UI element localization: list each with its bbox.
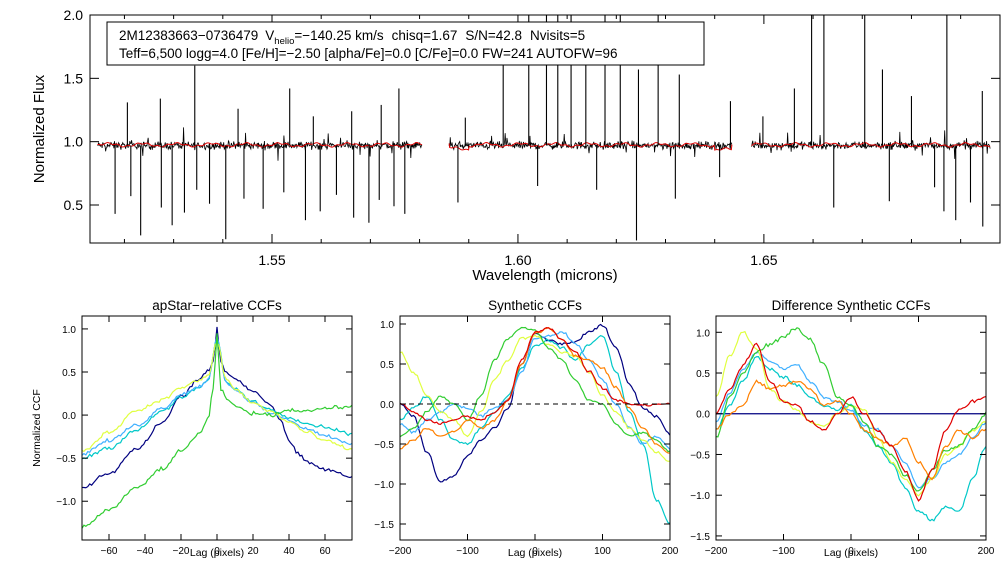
synthetic-ccf-series-4 <box>399 334 671 462</box>
difference-ccf-y-tick-label: −0.5 <box>690 450 710 461</box>
difference-ccf-x-tick-label: −200 <box>705 546 728 557</box>
difference-ccf-ticks: −200 −100 0 100 200 −1.5 −1.0 −0.5 0.0 0.5 1.0 <box>690 316 995 557</box>
apstar-ccf-x-tick-label: 20 <box>247 546 259 557</box>
spectrum-ticks: 1.55 1.60 1.65 0.5 1.0 1.5 2.0 <box>64 7 1000 268</box>
spectrum-model-chip-3 <box>751 142 991 148</box>
synthetic-ccf-series-3 <box>399 331 671 450</box>
difference-ccf-y-tick-label: −1.5 <box>690 532 710 543</box>
spectrum-x-axis-label: Wavelength (microns) <box>472 267 617 284</box>
spectrum-y-tick-label: 1.5 <box>64 70 84 86</box>
apstar-ccf-y-tick-label: −0.5 <box>56 454 76 465</box>
synthetic-ccf-panel: Synthetic CCFs −200 −100 0 100 200 −1.5 −1.0 −0… <box>374 298 679 559</box>
apstar-ccf-y-tick-label: 0.5 <box>62 368 76 379</box>
info-star-id: 2M12383663−0736479 <box>119 28 258 43</box>
info-vhelio-subscript: helio <box>274 36 294 47</box>
difference-ccf-title: Difference Synthetic CCFs <box>772 298 931 313</box>
apstar-ccf-series-1 <box>81 326 353 489</box>
spectrum-y-tick-label: 1.0 <box>64 134 84 150</box>
synthetic-ccf-y-tick-label: 0.5 <box>380 360 394 371</box>
difference-ccf-y-tick-label: −1.0 <box>690 491 710 502</box>
difference-ccf-x-axis-label: Lag (pixels) <box>824 547 878 559</box>
synthetic-ccf-x-tick-label: 200 <box>662 546 679 557</box>
synthetic-ccf-x-axis-label: Lag (pixels) <box>508 547 562 559</box>
difference-ccf-x-tick-label: −100 <box>772 546 795 557</box>
synthetic-ccf-title: Synthetic CCFs <box>488 298 582 313</box>
apstar-ccf-ticks: −60 −40 −20 0 20 40 60 −1.0 −0.5 0.0 0.5 1.0 <box>56 316 352 557</box>
info-sn: S/N=42.8 <box>465 28 522 43</box>
spectrum-line-group <box>97 15 991 241</box>
spectrum-y-tick-label: 0.5 <box>64 197 84 213</box>
apstar-ccf-x-tick-label: 60 <box>319 546 331 557</box>
spectrum-info-line1: 2M12383663−0736479 Vhelio=−140.25 km/s chi… <box>119 28 585 47</box>
difference-ccf-y-tick-label: 0.0 <box>696 410 710 421</box>
apstar-ccf-x-tick-label: −60 <box>101 546 118 557</box>
apstar-ccf-y-tick-label: −1.0 <box>56 497 76 508</box>
apstar-ccf-x-axis-label: Lag (pixels) <box>190 547 244 559</box>
synthetic-ccf-x-tick-label: 0 <box>532 546 538 557</box>
difference-ccf-series-group <box>715 327 987 522</box>
apstar-ccf-y-tick-label: 1.0 <box>62 325 76 336</box>
synthetic-ccf-y-tick-label: −0.5 <box>374 440 394 451</box>
synthetic-ccf-x-tick-label: 100 <box>594 546 611 557</box>
apstar-ccf-y-axis-label: Normalized CCF <box>31 389 43 467</box>
apstar-ccf-title: apStar−relative CCFs <box>152 298 282 313</box>
difference-ccf-series-7 <box>715 342 987 502</box>
apstar-ccf-x-tick-label: 40 <box>283 546 295 557</box>
synthetic-ccf-x-tick-label: −100 <box>456 546 479 557</box>
synthetic-ccf-x-tick-label: −200 <box>389 546 412 557</box>
synthetic-ccf-series-7 <box>399 327 671 426</box>
spectrum-y-tick-label: 2.0 <box>64 7 84 23</box>
apstar-ccf-x-tick-label: 0 <box>214 546 220 557</box>
info-chisq: chisq=1.67 <box>392 28 458 43</box>
spectrum-y-axis-label: Normalized Flux <box>31 74 48 183</box>
synthetic-ccf-y-tick-label: −1.0 <box>374 480 394 491</box>
synthetic-ccf-series-5 <box>399 326 671 453</box>
apstar-ccf-series-5 <box>81 333 353 529</box>
difference-ccf-y-tick-label: 1.0 <box>696 328 710 339</box>
difference-ccf-series-6 <box>715 379 987 481</box>
spectrum-info-line2: Teff=6,500 logg=4.0 [Fe/H]=−2.50 [alpha/… <box>119 46 618 61</box>
synthetic-ccf-ticks: −200 −100 0 100 200 −1.5 −1.0 −0.5 0.0 0.5 1.0 <box>374 316 679 557</box>
apstar-ccf-y-tick-label: 0.0 <box>62 411 76 422</box>
synthetic-ccf-y-tick-label: 1.0 <box>380 320 394 331</box>
difference-ccf-panel: Difference Synthetic CCFs −200 −100 0 100 20… <box>690 298 995 559</box>
difference-ccf-x-tick-label: 200 <box>978 546 995 557</box>
difference-ccf-x-tick-label: 100 <box>910 546 927 557</box>
spectrum-x-tick-label: 1.60 <box>504 252 531 268</box>
spectrum-model-chip-2 <box>448 142 733 151</box>
difference-ccf-y-tick-label: 0.5 <box>696 369 710 380</box>
spectrum-observed-chip-3 <box>751 130 991 159</box>
info-nvisits: Nvisits=5 <box>530 28 585 43</box>
spectrum-axes-frame <box>89 14 1001 244</box>
info-vhelio-value: =−140.25 km/s <box>294 28 384 43</box>
spectrum-info-box <box>106 21 705 66</box>
apstar-ccf-panel: apStar−relative CCFs −60 −40 −20 0 20 40 60 −1.… <box>31 298 353 559</box>
spectrum-panel: 1.55 1.60 1.65 0.5 1.0 1.5 2.0 2M12383663−0736… <box>31 7 1001 284</box>
difference-ccf-x-tick-label: 0 <box>848 546 854 557</box>
synthetic-ccf-y-tick-label: −1.5 <box>374 520 394 531</box>
synthetic-ccf-y-tick-label: 0.0 <box>380 400 394 411</box>
apstar-ccf-series-4 <box>81 342 353 452</box>
spectrum-x-tick-label: 1.65 <box>750 252 777 268</box>
spectrum-model-chip-1 <box>97 142 423 148</box>
spectrum-observed-chip-2 <box>448 133 733 157</box>
apstar-ccf-x-tick-label: −40 <box>137 546 154 557</box>
apstar-ccf-series-group <box>81 326 353 529</box>
synthetic-ccf-series-group <box>399 323 671 524</box>
info-vhelio-prefix: V <box>265 28 274 43</box>
spectrum-x-tick-label: 1.55 <box>258 252 285 268</box>
apstar-ccf-x-tick-label: −20 <box>173 546 190 557</box>
